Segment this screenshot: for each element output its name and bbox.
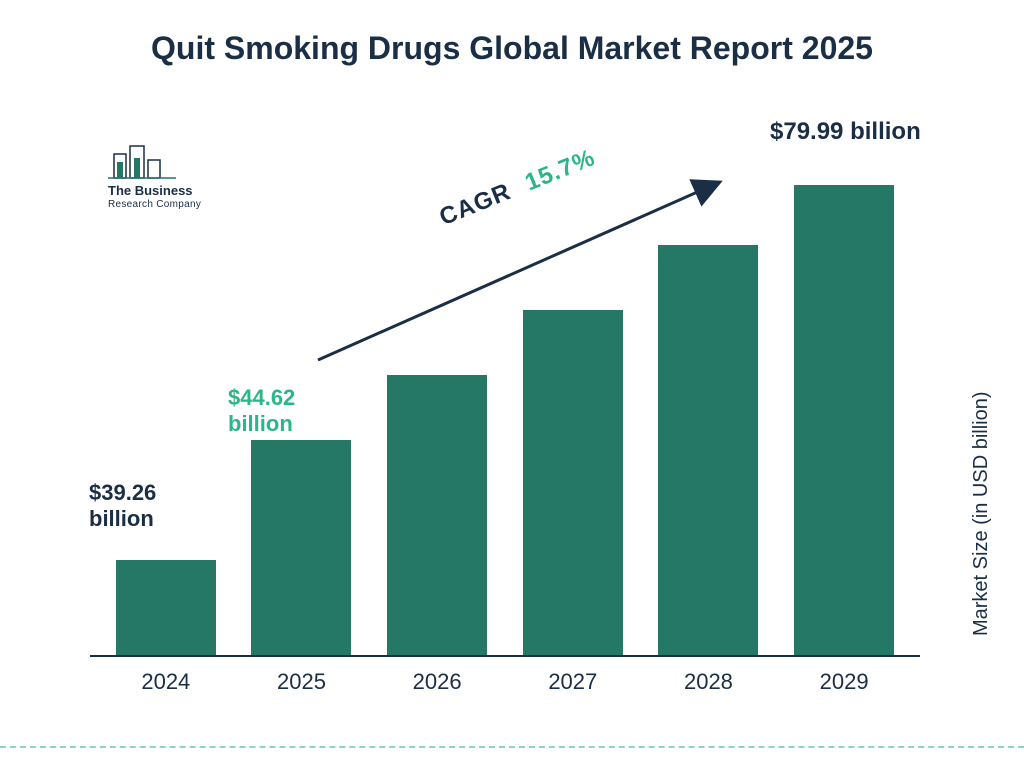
bar-2027 xyxy=(523,310,623,655)
x-label-2024: 2024 xyxy=(106,661,226,695)
bar-slot-2027 xyxy=(513,310,633,655)
y-axis-label: Market Size (in USD billion) xyxy=(971,392,994,637)
x-label-2026: 2026 xyxy=(377,661,497,695)
x-label-2027: 2027 xyxy=(513,661,633,695)
x-label-2029: 2029 xyxy=(784,661,904,695)
bar-2029 xyxy=(794,185,894,655)
value-label-2029: $79.99 billion xyxy=(770,118,921,147)
bar-slot-2024 xyxy=(106,560,226,655)
x-label-2028: 2028 xyxy=(648,661,768,695)
bar-2026 xyxy=(387,375,487,655)
value-label-2025: $44.62 billion xyxy=(228,385,295,438)
bar-slot-2026 xyxy=(377,375,497,655)
x-axis-line xyxy=(90,655,920,657)
bar-slot-2029 xyxy=(784,185,904,655)
x-axis-labels: 2024 2025 2026 2027 2028 2029 xyxy=(90,661,920,695)
chart-title: Quit Smoking Drugs Global Market Report … xyxy=(87,0,937,68)
bar-2024 xyxy=(116,560,216,655)
bar-slot-2025 xyxy=(241,440,361,655)
bars-container xyxy=(90,175,920,655)
bar-slot-2028 xyxy=(648,245,768,655)
bar-chart: 2024 2025 2026 2027 2028 2029 xyxy=(90,135,920,695)
bar-2028 xyxy=(658,245,758,655)
bar-2025 xyxy=(251,440,351,655)
x-label-2025: 2025 xyxy=(241,661,361,695)
value-label-2024: $39.26 billion xyxy=(89,480,156,533)
bottom-dashed-divider xyxy=(0,746,1024,748)
